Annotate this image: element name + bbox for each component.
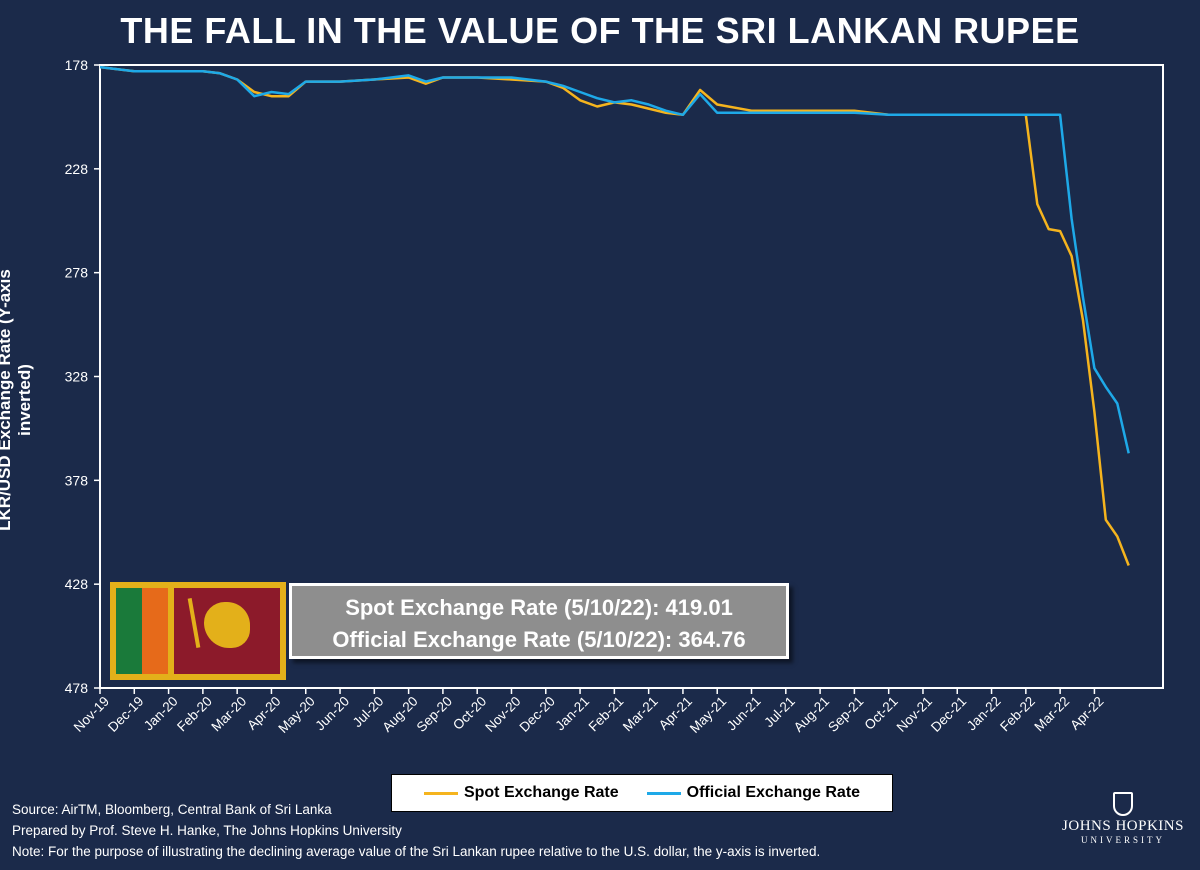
x-tick-label: Jan-22 xyxy=(964,694,1004,734)
x-tick-label: Apr-22 xyxy=(1067,694,1106,733)
x-tick-label: Dec-19 xyxy=(105,694,146,735)
x-tick-label: Feb-22 xyxy=(997,694,1038,735)
x-tick-label: Aug-21 xyxy=(791,694,832,735)
x-tick-label: Nov-21 xyxy=(894,694,935,735)
chart-legend: Spot Exchange Rate Official Exchange Rat… xyxy=(391,774,893,812)
official-rate-line xyxy=(99,65,1130,454)
y-tick-label: 278 xyxy=(65,265,89,281)
x-tick-label: Jan-21 xyxy=(552,694,592,734)
official-rate-text: Official Exchange Rate (5/10/22): 364.76 xyxy=(332,627,746,652)
shield-icon xyxy=(1113,792,1133,816)
x-tick-label: Feb-20 xyxy=(174,694,215,735)
johns-hopkins-logo: JOHNS HOPKINS UNIVERSITY xyxy=(1058,792,1188,845)
spot-rate-text: Spot Exchange Rate (5/10/22): 419.01 xyxy=(345,595,733,620)
y-tick-label: 478 xyxy=(65,680,89,696)
x-tick-label: Feb-21 xyxy=(586,694,627,735)
prepared-by-note: Prepared by Prof. Steve H. Hanke, The Jo… xyxy=(12,823,402,838)
x-tick-label: Mar-22 xyxy=(1031,694,1072,735)
legend-swatch-official xyxy=(646,791,681,795)
legend-item-spot: Spot Exchange Rate xyxy=(423,784,619,802)
x-tick-label: May-20 xyxy=(275,694,317,736)
x-tick-label: Sep-20 xyxy=(414,694,455,735)
y-tick-label: 428 xyxy=(65,576,89,592)
y-tick-label: 328 xyxy=(65,369,89,385)
legend-item-official: Official Exchange Rate xyxy=(646,784,861,802)
y-tick-label: 378 xyxy=(65,472,89,488)
source-note: Source: AirTM, Bloomberg, Central Bank o… xyxy=(12,802,332,817)
exchange-rate-callout: Spot Exchange Rate (5/10/22): 419.01 Off… xyxy=(289,583,789,659)
legend-label-spot: Spot Exchange Rate xyxy=(463,784,619,801)
logo-subtitle: UNIVERSITY xyxy=(1081,835,1165,845)
x-tick-label: Mar-21 xyxy=(620,694,661,735)
chart-title: THE FALL IN THE VALUE OF THE SRI LANKAN … xyxy=(120,10,1080,51)
legend-label-official: Official Exchange Rate xyxy=(686,784,861,801)
x-tick-label: Aug-20 xyxy=(379,694,420,735)
y-tick-label: 228 xyxy=(65,161,89,177)
y-tick-label: 178 xyxy=(65,57,89,73)
legend-swatch-spot xyxy=(423,791,458,795)
x-tick-label: Dec-20 xyxy=(517,694,558,735)
spot-rate-line xyxy=(99,65,1130,566)
x-tick-label: Mar-20 xyxy=(208,694,249,735)
x-tick-label: Jun-20 xyxy=(312,694,352,734)
x-tick-label: Dec-21 xyxy=(928,694,969,735)
x-tick-label: Jun-21 xyxy=(724,694,764,734)
x-tick-label: Nov-19 xyxy=(71,694,112,735)
x-tick-label: May-21 xyxy=(687,694,729,736)
x-tick-label: Sep-21 xyxy=(825,694,866,735)
sri-lanka-flag xyxy=(110,582,286,680)
axis-note: Note: For the purpose of illustrating th… xyxy=(12,844,821,859)
y-axis-label: LKR/USD Exchange Rate (Y-axis inverted) xyxy=(0,269,34,531)
x-tick-label: Nov-20 xyxy=(482,694,523,735)
logo-name: JOHNS HOPKINS xyxy=(1062,818,1184,834)
x-tick-label: Jan-20 xyxy=(141,694,181,734)
